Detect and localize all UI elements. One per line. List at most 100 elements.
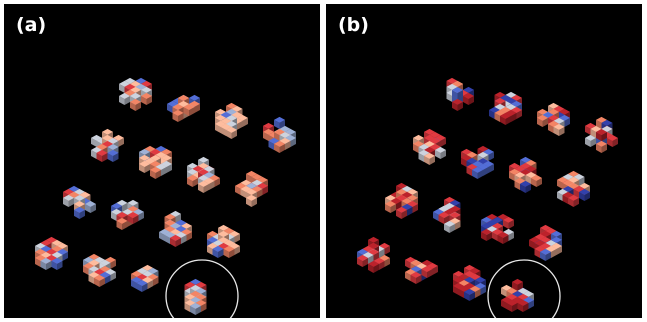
cube-cluster xyxy=(557,170,590,207)
cube-cluster xyxy=(119,77,152,111)
cube xyxy=(385,200,396,214)
cube xyxy=(172,109,184,122)
cube-cluster xyxy=(235,170,268,207)
cube xyxy=(607,134,618,148)
cube-cluster xyxy=(111,199,144,230)
cube xyxy=(357,254,368,268)
cube xyxy=(40,257,52,270)
cube xyxy=(139,160,150,174)
cube-cluster xyxy=(167,94,200,122)
cube-cluster xyxy=(405,256,438,284)
cube xyxy=(452,98,463,111)
cube xyxy=(274,140,285,153)
cube xyxy=(537,114,548,127)
cube xyxy=(452,86,463,100)
cube xyxy=(74,206,85,219)
cube xyxy=(246,194,257,207)
cube xyxy=(183,103,195,117)
cube xyxy=(223,245,235,258)
cube xyxy=(410,271,422,284)
cube xyxy=(85,200,96,214)
cube xyxy=(187,174,198,188)
cube xyxy=(96,149,108,162)
cube xyxy=(119,92,130,106)
highlight-circle xyxy=(165,259,239,318)
cube xyxy=(107,149,119,162)
cube-cluster xyxy=(159,210,192,247)
cube xyxy=(170,234,181,247)
cube-cluster xyxy=(385,182,418,219)
cube-cluster xyxy=(481,213,514,244)
cube-cluster xyxy=(529,224,562,261)
cube xyxy=(130,98,141,111)
cube xyxy=(472,166,483,179)
cube xyxy=(540,248,551,261)
cube xyxy=(531,174,542,188)
cube-cluster xyxy=(433,196,461,233)
cube xyxy=(51,257,63,270)
cube-cluster xyxy=(489,91,522,125)
cube xyxy=(497,231,509,244)
cube-cluster xyxy=(83,253,116,287)
cube-cluster xyxy=(263,116,296,153)
cube-cluster-scene-b xyxy=(357,77,618,318)
cube xyxy=(464,288,475,301)
cube xyxy=(94,274,105,287)
cube-cluster xyxy=(453,264,486,301)
cube xyxy=(520,180,531,193)
cube-cluster xyxy=(139,145,172,179)
cube-cluster-scene-a xyxy=(35,77,296,318)
cube xyxy=(585,134,596,148)
cube xyxy=(424,152,435,165)
cube xyxy=(481,228,492,242)
cube xyxy=(579,188,590,202)
cube xyxy=(444,220,455,233)
cube-cluster xyxy=(215,102,248,139)
cube xyxy=(212,245,224,258)
cube-cluster xyxy=(585,116,618,153)
cube xyxy=(517,299,529,312)
cube xyxy=(368,260,379,273)
cube xyxy=(150,166,161,179)
cube xyxy=(127,211,139,225)
cube-cluster xyxy=(357,236,390,273)
cube xyxy=(438,211,450,225)
panel-b: (b) xyxy=(326,4,642,318)
cube-cluster xyxy=(91,128,124,162)
cube-cluster xyxy=(537,102,570,136)
cube xyxy=(141,92,152,106)
cube-cluster xyxy=(187,156,220,193)
cube xyxy=(500,112,511,125)
cube xyxy=(198,180,209,193)
cube xyxy=(226,126,237,139)
cube xyxy=(506,299,518,312)
highlight-circle xyxy=(487,259,561,318)
cube-cluster xyxy=(461,145,494,179)
panel-label-b: (b) xyxy=(338,14,369,36)
panel-a: (a) xyxy=(4,4,320,318)
cube xyxy=(568,194,579,207)
cube xyxy=(596,140,607,153)
cube xyxy=(503,216,514,229)
cube xyxy=(463,92,474,106)
cube-cluster xyxy=(63,185,96,219)
cube-cluster xyxy=(501,278,534,312)
cube xyxy=(396,206,407,219)
cube xyxy=(63,194,74,207)
cube xyxy=(274,116,285,129)
cube-cluster xyxy=(184,278,207,315)
cube xyxy=(512,278,523,291)
cube xyxy=(190,302,201,315)
cube-cluster xyxy=(413,128,446,165)
cube xyxy=(116,217,128,230)
cube-cluster xyxy=(509,156,542,193)
cube xyxy=(421,265,433,279)
cube-cluster xyxy=(446,77,474,111)
cube xyxy=(136,279,148,293)
cube-cluster xyxy=(131,264,159,293)
panel-label-a: (a) xyxy=(16,14,47,36)
cube-cluster xyxy=(35,236,68,270)
cube xyxy=(435,146,446,160)
cube xyxy=(553,123,565,136)
cube-cluster xyxy=(207,224,240,258)
